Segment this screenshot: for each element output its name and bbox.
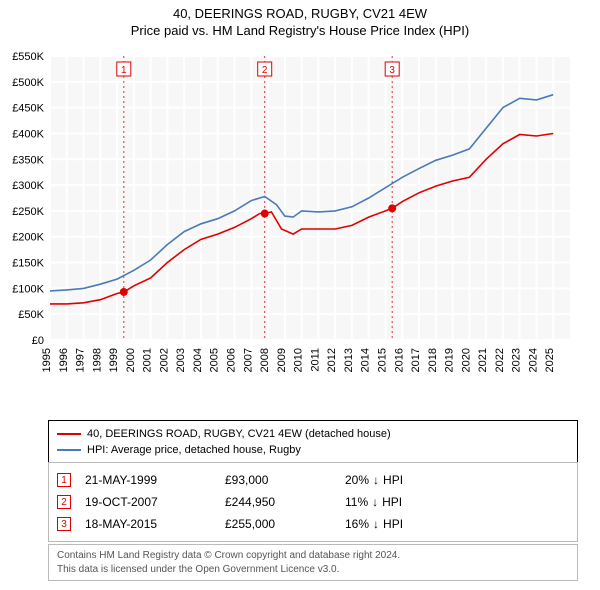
svg-text:£500K: £500K [12,77,44,89]
svg-text:2004: 2004 [192,348,204,372]
page-subtitle: Price paid vs. HM Land Registry's House … [10,23,590,38]
svg-text:2002: 2002 [158,348,170,372]
svg-text:2009: 2009 [276,348,288,372]
svg-text:£100K: £100K [12,283,44,295]
svg-text:£250K: £250K [12,206,44,218]
svg-text:2012: 2012 [326,348,338,372]
svg-text:2025: 2025 [544,348,556,372]
legend-swatch [57,449,81,451]
svg-text:2020: 2020 [460,348,472,372]
sale-price: £255,000 [225,517,345,531]
svg-text:2022: 2022 [494,348,506,372]
legend-label: HPI: Average price, detached house, Rugb… [87,444,301,456]
arrow-down-icon: ↓ [372,495,378,509]
sale-date: 19-OCT-2007 [85,495,225,509]
svg-text:2024: 2024 [527,348,539,372]
svg-text:2016: 2016 [393,348,405,372]
svg-text:2006: 2006 [226,348,238,372]
svg-text:2011: 2011 [309,348,321,372]
svg-text:2021: 2021 [477,348,489,372]
sale-marker: 1 [57,473,71,487]
svg-text:2019: 2019 [444,348,456,372]
legend-swatch [57,433,81,435]
svg-text:2010: 2010 [293,348,305,372]
svg-text:£550K: £550K [12,51,44,63]
legend: 40, DEERINGS ROAD, RUGBY, CV21 4EW (deta… [48,420,578,464]
sale-date: 21-MAY-1999 [85,473,225,487]
svg-text:1: 1 [121,65,127,76]
svg-text:1998: 1998 [91,348,103,372]
legend-label: 40, DEERINGS ROAD, RUGBY, CV21 4EW (deta… [87,428,391,440]
svg-text:£0: £0 [32,335,44,347]
svg-text:1995: 1995 [41,348,53,372]
svg-text:2007: 2007 [242,348,254,372]
price-chart: £0£50K£100K£150K£200K£250K£300K£350K£400… [48,50,578,376]
footer-attribution: Contains HM Land Registry data © Crown c… [48,544,578,581]
footer-line1: Contains HM Land Registry data © Crown c… [57,549,569,563]
svg-text:2018: 2018 [427,348,439,372]
svg-text:3: 3 [389,65,395,76]
svg-text:1997: 1997 [75,348,87,372]
arrow-down-icon: ↓ [373,473,379,487]
svg-text:£50K: £50K [18,309,44,321]
footer-line2: This data is licensed under the Open Gov… [57,563,569,577]
page-title: 40, DEERINGS ROAD, RUGBY, CV21 4EW [10,6,590,21]
sale-row: 3 18-MAY-2015£255,00016%↓HPI [57,513,569,535]
arrow-down-icon: ↓ [373,517,379,531]
sales-table: 1 21-MAY-1999£93,00020%↓HPI 2 19-OCT-2007£2… [48,462,578,542]
svg-text:2015: 2015 [376,348,388,372]
sale-date: 18-MAY-2015 [85,517,225,531]
svg-text:£450K: £450K [12,103,44,115]
svg-text:1999: 1999 [108,348,120,372]
sale-diff: 11%↓HPI [345,495,569,509]
svg-text:£400K: £400K [12,128,44,140]
legend-item: HPI: Average price, detached house, Rugb… [57,442,569,458]
svg-text:2008: 2008 [259,348,271,372]
svg-text:2000: 2000 [125,348,137,372]
svg-text:2001: 2001 [142,348,154,372]
sale-row: 1 21-MAY-1999£93,00020%↓HPI [57,469,569,491]
sale-price: £244,950 [225,495,345,509]
svg-text:£200K: £200K [12,232,44,244]
svg-text:£350K: £350K [12,154,44,166]
svg-text:2014: 2014 [360,348,372,372]
svg-text:2003: 2003 [175,348,187,372]
svg-text:2: 2 [262,65,268,76]
sale-diff: 16%↓HPI [345,517,569,531]
svg-text:2023: 2023 [511,348,523,372]
svg-text:1996: 1996 [58,348,70,372]
legend-item: 40, DEERINGS ROAD, RUGBY, CV21 4EW (deta… [57,426,569,442]
sale-marker: 2 [57,495,71,509]
sale-diff: 20%↓HPI [345,473,569,487]
sale-marker: 3 [57,517,71,531]
sale-price: £93,000 [225,473,345,487]
sale-row: 2 19-OCT-2007£244,95011%↓HPI [57,491,569,513]
svg-text:2017: 2017 [410,348,422,372]
svg-text:£150K: £150K [12,258,44,270]
svg-text:2005: 2005 [209,348,221,372]
svg-text:£300K: £300K [12,180,44,192]
svg-text:2013: 2013 [343,348,355,372]
